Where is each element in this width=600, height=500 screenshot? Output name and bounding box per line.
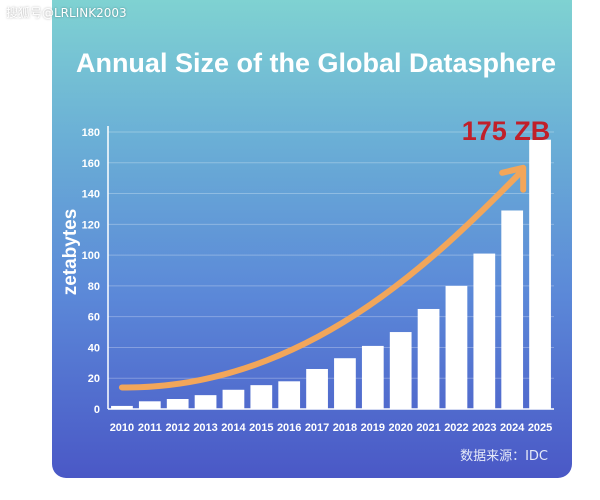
bar-2025 — [529, 139, 551, 409]
bar-2015 — [250, 385, 273, 409]
bar-2021 — [417, 308, 440, 409]
chart-title: Annual Size of the Global Datasphere — [76, 48, 556, 78]
bar-chart: Annual Size of the Global Datasphere 0 20… — [60, 48, 556, 464]
x-tick-labels: 2010 2011 2012 2013 2014 2015 2016 2017 2018 2019… — [110, 422, 553, 434]
bar-2018 — [334, 358, 356, 409]
x-tick-label: 2019 — [361, 422, 385, 434]
x-tick-label: 2024 — [500, 422, 525, 434]
x-tick-label: 2023 — [472, 422, 496, 434]
y-tick-label: 40 — [88, 342, 100, 354]
y-tick-label: 180 — [82, 127, 100, 139]
bar-2010 — [111, 405, 133, 409]
y-tick-label: 140 — [82, 189, 100, 201]
x-tick-label: 2021 — [416, 422, 440, 434]
bar-2022 — [445, 285, 468, 409]
axes — [107, 126, 554, 410]
bar-2024 — [501, 210, 524, 409]
x-tick-label: 2012 — [165, 422, 189, 434]
bar-2023 — [473, 253, 496, 409]
y-tick-label: 0 — [94, 404, 100, 416]
bar-2020 — [389, 332, 412, 409]
trend-arrow — [118, 167, 526, 391]
x-tick-label: 2011 — [138, 422, 162, 434]
y-tick-label: 120 — [82, 219, 100, 231]
x-tick-label: 2020 — [388, 422, 412, 434]
bar-2017 — [306, 368, 328, 409]
x-tick-label: 2013 — [193, 422, 217, 434]
bar-2016 — [278, 381, 301, 409]
x-tick-label: 2018 — [333, 422, 357, 434]
y-tick-label: 80 — [88, 281, 100, 293]
bar-2014 — [222, 389, 245, 409]
trend-arrow-head — [499, 164, 527, 193]
y-tick-labels: 0 20 40 60 80 100 120 140 160 180 — [82, 127, 100, 416]
chart-card: Annual Size of the Global Datasphere 0 20… — [52, 0, 572, 478]
bar-2013 — [194, 395, 217, 409]
annotation-175zb: 175 ZB — [462, 116, 551, 146]
x-tick-label: 2017 — [305, 422, 329, 434]
grid-lines — [108, 131, 554, 379]
x-tick-label: 2016 — [277, 422, 301, 434]
x-tick-label: 2015 — [249, 422, 273, 434]
watermark: 搜狐号@LRLINK2003 — [6, 6, 127, 20]
bar-2019 — [361, 345, 384, 409]
bar-2011 — [138, 401, 161, 409]
y-tick-label: 20 — [88, 373, 100, 385]
x-tick-label: 2014 — [221, 422, 246, 434]
x-tick-label: 2025 — [528, 422, 552, 434]
bars — [111, 139, 551, 409]
y-tick-label: 160 — [82, 158, 100, 170]
y-tick-label: 100 — [82, 250, 100, 262]
source-note: 数据来源：IDC — [460, 449, 548, 464]
x-tick-label: 2022 — [444, 422, 468, 434]
y-axis-label: zetabytes — [60, 209, 81, 296]
x-tick-label: 2010 — [110, 422, 134, 434]
y-tick-label: 60 — [88, 312, 100, 324]
bar-2012 — [166, 398, 189, 409]
